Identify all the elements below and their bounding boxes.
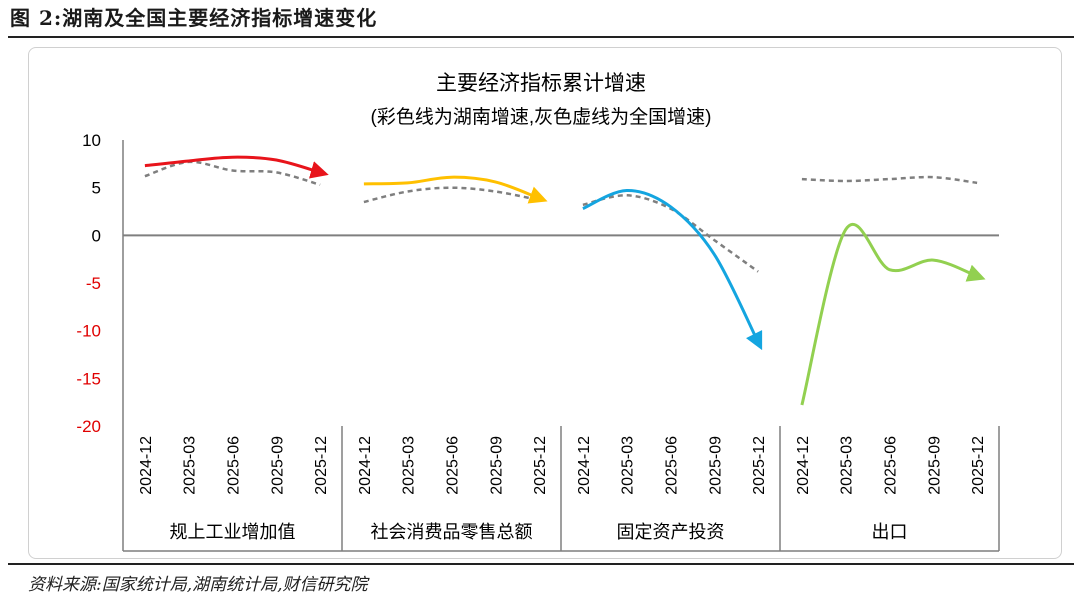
figure-title: 图 2:湖南及全国主要经济指标增速变化 <box>10 6 378 30</box>
y-axis: 10 5 0 -5 -10 -15 -20 <box>76 131 124 551</box>
category-label: 规上工业增加值 <box>170 522 296 542</box>
x-tick-label: 2025-12 <box>970 436 987 495</box>
x-tick-label: 2025-06 <box>883 436 900 495</box>
series-layer <box>144 155 986 406</box>
top-rule <box>8 36 1074 38</box>
x-tick-label: 2025-06 <box>226 436 243 495</box>
x-tick-label: 2025-03 <box>620 436 637 495</box>
x-tick-label: 2025-03 <box>182 436 199 495</box>
hunan-series-line <box>363 175 548 204</box>
x-tick-label: 2024-12 <box>795 436 812 495</box>
hunan-series-line <box>144 155 329 179</box>
x-axis: 2024-12 2025-03 2025-06 2025-09 2025-12 规上工业增… <box>123 234 1000 552</box>
x-tick-label: 2025-12 <box>313 436 330 495</box>
hunan-series-line <box>800 222 986 406</box>
category-label: 社会消费品零售总额 <box>371 522 533 542</box>
x-tick-label: 2025-09 <box>707 436 724 495</box>
x-tick-label: 2025-09 <box>488 436 505 495</box>
chart-title: 主要经济指标累计增速 <box>436 72 646 95</box>
national-series-line <box>363 186 540 204</box>
x-tick-label: 2025-06 <box>664 436 681 495</box>
category-label: 出口 <box>872 522 908 542</box>
chart-subtitle: (彩色线为湖南增速,灰色虚线为全国增速) <box>371 106 712 128</box>
hunan-series-line <box>582 188 763 351</box>
y-tick-label: -15 <box>76 369 101 388</box>
national-series-line <box>582 194 759 273</box>
x-tick-label: 2025-03 <box>839 436 856 495</box>
x-tick-label: 2024-12 <box>138 436 155 495</box>
y-tick-label: 10 <box>82 131 101 150</box>
x-tick-label: 2025-03 <box>401 436 418 495</box>
national-series-line <box>801 175 978 185</box>
x-tick-label: 2025-09 <box>926 436 943 495</box>
y-tick-label: 0 <box>92 226 101 245</box>
category-label: 固定资产投资 <box>617 522 725 542</box>
x-tick-label: 2024-12 <box>576 436 593 495</box>
chart-svg: 主要经济指标累计增速 (彩色线为湖南增速,灰色虚线为全国增速) 10 5 0 -5 -1… <box>76 72 1000 552</box>
x-tick-label: 2024-12 <box>357 436 374 495</box>
chart-panel: 主要经济指标累计增速 (彩色线为湖南增速,灰色虚线为全国增速) 10 5 0 -5 -1… <box>28 47 1062 559</box>
x-tick-label: 2025-12 <box>532 436 549 495</box>
x-tick-label: 2025-06 <box>445 436 462 495</box>
x-tick-label: 2025-12 <box>751 436 768 495</box>
y-tick-label: -10 <box>76 322 101 341</box>
national-series-line <box>144 160 321 187</box>
x-tick-label: 2025-09 <box>269 436 286 495</box>
bottom-rule <box>8 563 1074 565</box>
y-tick-label: 5 <box>92 179 101 198</box>
y-tick-label: -5 <box>86 274 101 293</box>
source-note: 资料来源:国家统计局,湖南统计局,财信研究院 <box>28 575 368 595</box>
y-tick-label: -20 <box>76 417 101 436</box>
